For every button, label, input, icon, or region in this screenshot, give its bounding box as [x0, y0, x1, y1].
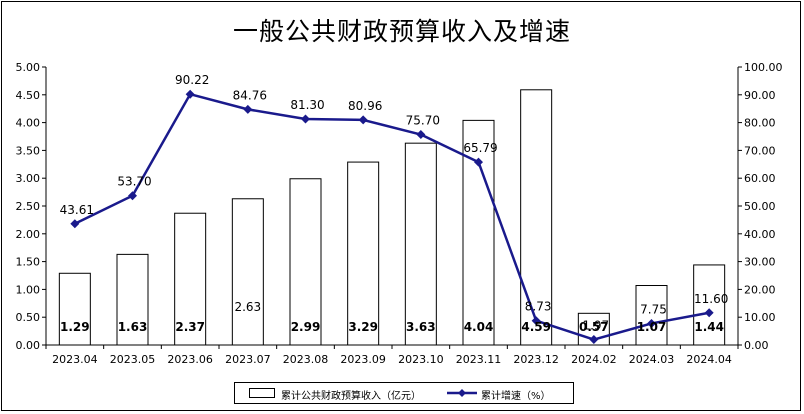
right-axis-tick-label: 10.00: [744, 311, 776, 324]
line-marker: [647, 318, 656, 328]
left-axis-tick-label: 1.50: [16, 256, 41, 269]
line-marker: [589, 335, 599, 345]
bar: [347, 161, 380, 346]
x-axis-tick-label: 2023.11: [456, 353, 502, 366]
x-axis: 2023.04 2023.05 2023.06 2023.07 2023.08 2023.…: [45, 344, 739, 366]
bar-data-label: 4.04: [464, 320, 494, 334]
line-path: [74, 92, 710, 341]
line-marker: [531, 316, 541, 326]
bar: [289, 178, 322, 346]
line-marker: [243, 104, 253, 114]
bar-data-label: 4.59: [521, 320, 551, 334]
right-axis-tick-label: 0.00: [744, 339, 769, 352]
left-axis-tick-label: 4.00: [16, 117, 41, 130]
right-axis-tick-label: 40.00: [744, 228, 776, 241]
left-axis-tick-label: 2.50: [16, 200, 41, 213]
right-axis: 0.00 10.00 20.00 30.00 40.00 50.00 60.00 70.00 8…: [737, 61, 783, 352]
x-axis-tick-label: 2024.02: [571, 353, 617, 366]
left-axis-tick-label: 2.00: [16, 228, 41, 241]
x-axis-tick-label: 2024.03: [629, 353, 675, 366]
line-marker: [128, 191, 137, 201]
line-marker: [70, 219, 80, 229]
right-axis-tick-label: 30.00: [744, 256, 776, 269]
bar: [174, 212, 207, 346]
line-data-label: 1.97: [582, 319, 609, 333]
x-axis-tick-label: 2023.05: [110, 353, 156, 366]
line-data-label: 65.79: [463, 141, 497, 155]
bar: [58, 272, 91, 346]
left-axis-tick-label: 0.50: [16, 311, 41, 324]
bar: [404, 142, 437, 346]
bar-data-label: 1.29: [60, 320, 90, 334]
line-marker: [301, 114, 310, 124]
left-axis: 0.00 0.50 1.00 1.50 2.00 2.50 3.00 3.50 4.00 4.50…: [16, 61, 47, 352]
line-data-label: 84.76: [233, 88, 267, 102]
x-axis-tick-label: 2023.07: [225, 353, 271, 366]
bar: [693, 264, 726, 346]
bar-data-label: 2.63: [234, 300, 261, 314]
chart-title: 一般公共财政预算收入及增速: [232, 17, 571, 46]
line-data-label: 81.30: [290, 98, 324, 112]
right-axis-tick-label: 100.00: [744, 61, 783, 74]
left-axis-tick-label: 4.50: [16, 89, 41, 102]
line-data-label: 7.75: [640, 302, 667, 316]
line-data-label: 90.22: [175, 73, 209, 87]
bar: [635, 285, 668, 346]
line-marker: [185, 89, 195, 99]
right-axis-tick-label: 70.00: [744, 144, 776, 157]
x-axis-tick-label: 2023.04: [52, 353, 98, 366]
legend-line-swatch: [447, 389, 477, 397]
bar-data-label: 1.63: [118, 320, 148, 334]
line-marker: [474, 157, 483, 167]
left-axis-tick-label: 3.50: [16, 144, 41, 157]
line-marker: [704, 308, 714, 318]
bar-data-label: 3.29: [348, 320, 378, 334]
bar-series: [58, 89, 726, 346]
line-data-labels: 43.61 53.70 90.22 84.76 81.30 80.96 75.70 65.79…: [60, 73, 729, 332]
line-marker: [358, 115, 368, 125]
right-axis-tick-label: 20.00: [744, 283, 776, 296]
line-data-label: 53.70: [117, 175, 151, 189]
legend-bar-swatch: [249, 388, 275, 398]
bar-data-label: 0.57: [579, 320, 609, 334]
x-axis-tick-label: 2023.08: [283, 353, 329, 366]
right-axis-tick-label: 90.00: [744, 89, 776, 102]
right-axis-tick-label: 80.00: [744, 117, 776, 130]
bar: [116, 253, 149, 346]
legend: 累计公共财政预算收入（亿元） 累计增速（%）: [234, 382, 574, 404]
left-axis-tick-label: 0.00: [16, 339, 41, 352]
line-data-label: 75.70: [406, 114, 440, 128]
line-data-label: 43.61: [60, 203, 94, 217]
line-marker: [416, 130, 426, 140]
x-axis-tick-label: 2023.09: [340, 353, 386, 366]
left-axis-tick-label: 5.00: [16, 61, 41, 74]
left-axis-tick-label: 1.00: [16, 283, 41, 296]
x-axis-tick-label: 2023.10: [398, 353, 444, 366]
line-series: [70, 89, 714, 345]
right-axis-tick-label: 60.00: [744, 172, 776, 185]
bar-data-label: 2.99: [291, 320, 321, 334]
bar: [520, 89, 553, 346]
line-data-label: 8.73: [525, 300, 552, 314]
bar-data-label: 1.44: [694, 320, 724, 334]
bar-data-label: 1.07: [637, 320, 667, 334]
left-axis-tick-label: 3.00: [16, 172, 41, 185]
legend-line-label: 累计增速（%）: [481, 391, 551, 402]
right-axis-tick-label: 50.00: [744, 200, 776, 213]
bar-data-labels: 1.29 1.63 2.37 2.63 2.99 3.29 3.63 4.04 4.59 0.57…: [60, 300, 724, 334]
bar: [231, 198, 264, 346]
bar-data-label: 2.37: [175, 320, 205, 334]
x-axis-tick-label: 2023.12: [513, 353, 559, 366]
bar-data-label: 3.63: [406, 320, 436, 334]
line-data-label: 80.96: [348, 99, 382, 113]
x-axis-tick-label: 2023.06: [167, 353, 213, 366]
x-axis-tick-label: 2024.04: [686, 353, 732, 366]
legend-bar-label: 累计公共财政预算收入（亿元）: [281, 391, 421, 402]
line-data-label: 11.60: [694, 292, 728, 306]
